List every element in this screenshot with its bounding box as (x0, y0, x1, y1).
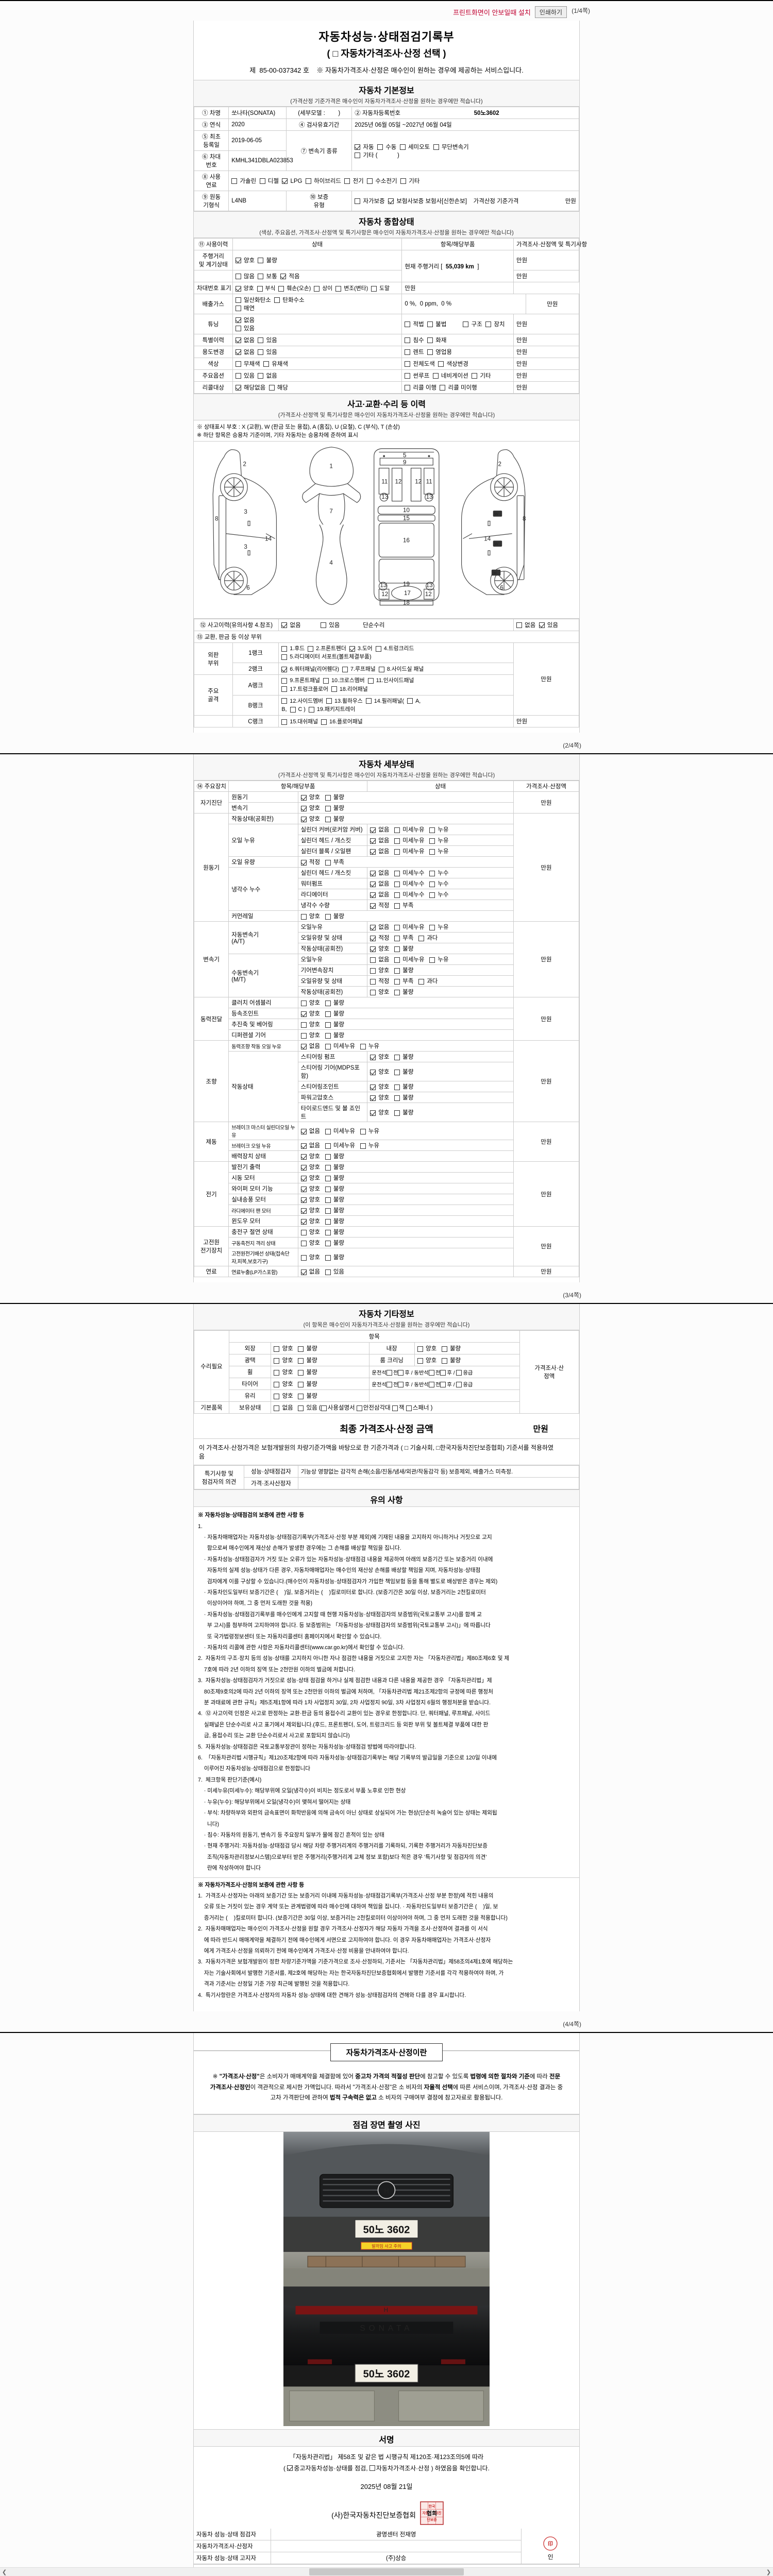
svg-text:11: 11 (381, 479, 388, 485)
svg-text:50노 3602: 50노 3602 (363, 2369, 410, 2380)
svg-text:3: 3 (244, 509, 247, 515)
svg-text:8: 8 (523, 516, 526, 522)
svg-text:8: 8 (215, 516, 218, 522)
svg-text:6: 6 (246, 584, 249, 591)
svg-text:12: 12 (395, 479, 402, 485)
svg-text:50노 3602: 50노 3602 (363, 2225, 410, 2236)
svg-text:11: 11 (426, 479, 432, 485)
svg-text:13: 13 (381, 494, 388, 500)
svg-text:협회: 협회 (427, 2510, 437, 2517)
svg-text:7: 7 (329, 508, 332, 515)
svg-text:13: 13 (426, 582, 433, 589)
svg-text:1: 1 (329, 463, 332, 470)
svg-text:9: 9 (403, 459, 406, 466)
svg-text:2: 2 (498, 461, 501, 468)
svg-text:W: W (495, 541, 499, 546)
svg-text:15: 15 (403, 515, 410, 522)
svg-text:13: 13 (426, 494, 433, 500)
svg-text:W: W (493, 570, 497, 575)
svg-text:14: 14 (484, 535, 491, 542)
svg-text:12: 12 (415, 479, 422, 485)
svg-text:SONATA: SONATA (360, 2324, 413, 2333)
svg-text:18: 18 (403, 600, 410, 606)
svg-text:5: 5 (403, 452, 406, 459)
svg-text:4: 4 (329, 560, 333, 566)
svg-text:16: 16 (403, 537, 410, 544)
svg-text:한국: 한국 (428, 2504, 435, 2509)
svg-text:단보증: 단보증 (427, 2517, 437, 2522)
svg-text:12: 12 (381, 591, 388, 598)
svg-text:H: H (384, 2307, 390, 2314)
svg-text:W: W (495, 512, 499, 516)
svg-text:H: H (384, 2187, 389, 2195)
svg-text:印: 印 (548, 2540, 553, 2547)
svg-text:6: 6 (500, 584, 503, 591)
svg-text:17: 17 (404, 590, 411, 597)
svg-text:12: 12 (425, 591, 432, 598)
svg-text:10: 10 (403, 507, 410, 514)
svg-text:19: 19 (403, 581, 410, 588)
svg-text:3: 3 (244, 544, 247, 550)
svg-text:13: 13 (380, 582, 386, 589)
svg-text:2: 2 (243, 461, 246, 468)
svg-text:14: 14 (265, 535, 272, 542)
svg-text:발끼임 사고 주의: 발끼임 사고 주의 (372, 2244, 401, 2249)
